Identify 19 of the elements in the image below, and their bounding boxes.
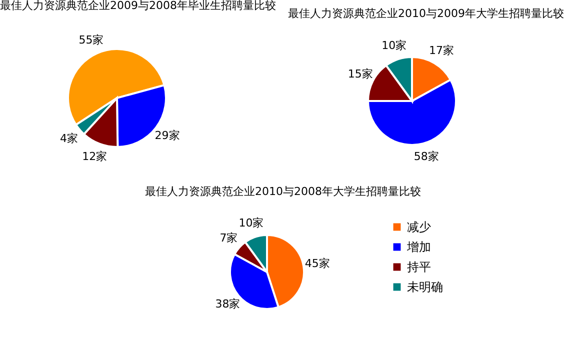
chart-title: 最佳人力资源典范企业2010与2008年大学生招聘量比较 xyxy=(145,185,421,198)
data-label: 55家 xyxy=(78,34,104,47)
legend-label: 减少 xyxy=(407,220,431,234)
data-label: 45家 xyxy=(304,257,330,270)
data-label: 7家 xyxy=(220,231,238,244)
data-label: 38家 xyxy=(215,298,240,311)
legend-label: 持平 xyxy=(407,260,431,274)
data-label: 17家 xyxy=(429,44,454,58)
data-label: 15家 xyxy=(348,68,373,81)
legend-label: 未明确 xyxy=(407,280,443,294)
chart-title: 最佳人力资源典范企业2009与2008年毕业生招聘量比较 xyxy=(0,0,276,12)
data-label: 29家 xyxy=(154,128,180,142)
legend-label: 增加 xyxy=(406,240,431,254)
data-label: 4家 xyxy=(60,132,78,145)
data-label: 10家 xyxy=(382,38,407,52)
chart-title: 最佳人力资源典范企业2010与2009年大学生招聘量比较 xyxy=(288,7,564,20)
data-label: 12家 xyxy=(82,150,108,163)
data-label: 58家 xyxy=(414,150,439,164)
data-label: 10家 xyxy=(238,216,264,230)
